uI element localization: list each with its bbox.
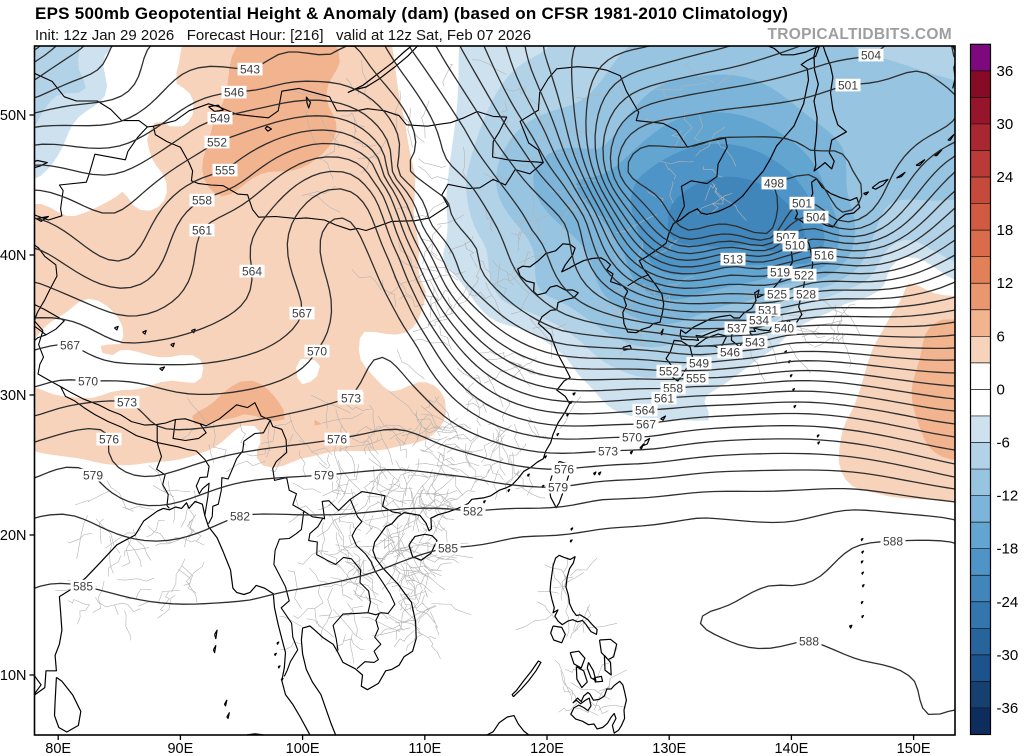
svg-text:573: 573	[117, 396, 137, 410]
svg-text:564: 564	[635, 404, 655, 418]
svg-text:-24: -24	[997, 594, 1019, 611]
svg-text:552: 552	[659, 365, 679, 379]
svg-text:18: 18	[997, 222, 1014, 239]
svg-text:561: 561	[654, 392, 674, 406]
svg-text:522: 522	[794, 269, 814, 283]
svg-text:570: 570	[307, 345, 327, 359]
svg-text:555: 555	[686, 372, 706, 386]
svg-text:-6: -6	[997, 435, 1010, 452]
svg-text:150E: 150E	[897, 741, 931, 756]
svg-text:570: 570	[78, 375, 98, 389]
svg-text:-30: -30	[997, 647, 1019, 664]
svg-text:546: 546	[720, 346, 740, 360]
svg-text:519: 519	[770, 266, 790, 280]
svg-text:567: 567	[292, 307, 312, 321]
svg-text:543: 543	[240, 63, 260, 77]
svg-text:40N: 40N	[0, 248, 27, 264]
svg-text:100E: 100E	[286, 741, 320, 756]
svg-text:576: 576	[554, 463, 574, 477]
svg-text:6: 6	[997, 328, 1005, 345]
svg-text:588: 588	[883, 535, 903, 549]
svg-text:567: 567	[60, 339, 80, 353]
svg-text:0: 0	[997, 381, 1005, 398]
svg-text:582: 582	[463, 505, 483, 519]
svg-text:80E: 80E	[45, 741, 71, 756]
svg-text:50N: 50N	[0, 108, 27, 124]
svg-text:504: 504	[861, 49, 881, 63]
svg-text:501: 501	[792, 197, 812, 211]
svg-text:576: 576	[99, 433, 119, 447]
svg-text:510: 510	[785, 239, 805, 253]
svg-text:561: 561	[192, 224, 212, 238]
svg-text:552: 552	[207, 136, 227, 150]
svg-text:498: 498	[764, 177, 784, 191]
svg-text:504: 504	[806, 211, 826, 225]
svg-text:-18: -18	[997, 541, 1019, 558]
svg-text:120E: 120E	[530, 741, 564, 756]
svg-text:525: 525	[767, 288, 787, 302]
svg-text:20N: 20N	[0, 528, 27, 544]
svg-text:567: 567	[636, 418, 656, 432]
svg-text:555: 555	[215, 164, 235, 178]
svg-text:579: 579	[314, 469, 334, 483]
svg-text:570: 570	[622, 431, 642, 445]
svg-text:573: 573	[341, 392, 361, 406]
svg-text:585: 585	[73, 580, 93, 594]
svg-text:140E: 140E	[774, 741, 808, 756]
svg-text:549: 549	[210, 112, 230, 126]
svg-text:528: 528	[796, 288, 816, 302]
svg-text:579: 579	[83, 469, 103, 483]
svg-text:558: 558	[192, 194, 212, 208]
svg-text:549: 549	[689, 357, 709, 371]
svg-text:501: 501	[838, 79, 858, 93]
svg-text:543: 543	[745, 336, 765, 350]
svg-text:-12: -12	[997, 488, 1019, 505]
svg-text:-36: -36	[997, 700, 1019, 717]
svg-text:534: 534	[749, 314, 769, 328]
svg-text:579: 579	[548, 481, 568, 495]
svg-text:576: 576	[327, 433, 347, 447]
svg-text:573: 573	[598, 445, 618, 459]
svg-text:12: 12	[997, 275, 1014, 292]
svg-text:585: 585	[438, 542, 458, 556]
svg-text:10N: 10N	[0, 668, 27, 684]
svg-text:110E: 110E	[408, 741, 441, 756]
svg-text:36: 36	[997, 63, 1014, 80]
svg-text:130E: 130E	[652, 741, 686, 756]
svg-text:30: 30	[997, 116, 1014, 133]
svg-text:540: 540	[774, 322, 794, 336]
svg-text:537: 537	[727, 322, 747, 336]
svg-text:588: 588	[799, 635, 819, 649]
svg-text:564: 564	[242, 265, 262, 279]
svg-text:30N: 30N	[0, 388, 27, 404]
svg-text:582: 582	[230, 510, 250, 524]
svg-text:24: 24	[997, 169, 1014, 186]
svg-text:546: 546	[224, 86, 244, 100]
svg-text:90E: 90E	[167, 741, 193, 756]
svg-text:513: 513	[723, 253, 743, 267]
svg-text:516: 516	[814, 249, 834, 263]
